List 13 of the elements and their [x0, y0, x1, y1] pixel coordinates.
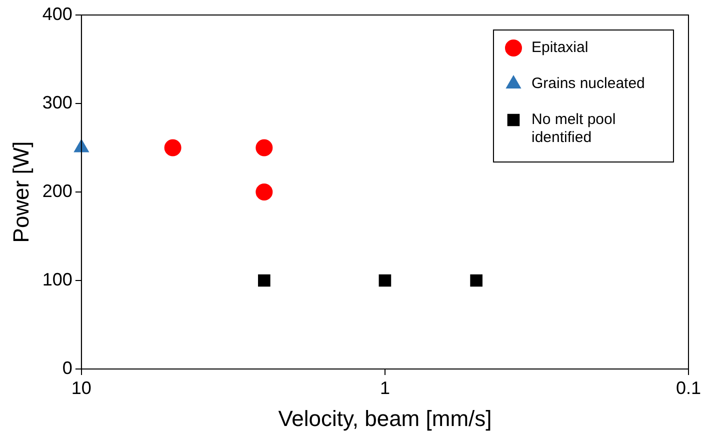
legend-label: Epitaxial	[531, 39, 588, 56]
y-tick-label: 100	[42, 269, 72, 290]
x-axis-title: Velocity, beam [mm/s]	[278, 406, 492, 431]
x-tick-label: 10	[71, 378, 92, 398]
legend-label: No melt pool identified	[531, 111, 616, 146]
y-tick-label: 400	[42, 4, 72, 24]
x-tick-label: 1	[380, 378, 390, 398]
y-axis-title: Power [W]	[8, 141, 34, 243]
y-tick-label: 300	[42, 92, 72, 112]
y-tick-label: 200	[42, 180, 72, 201]
y-tick-label: 0	[62, 358, 72, 378]
legend-label: Grains nucleated	[531, 75, 645, 92]
x-tick-label: 0.1	[676, 378, 702, 398]
